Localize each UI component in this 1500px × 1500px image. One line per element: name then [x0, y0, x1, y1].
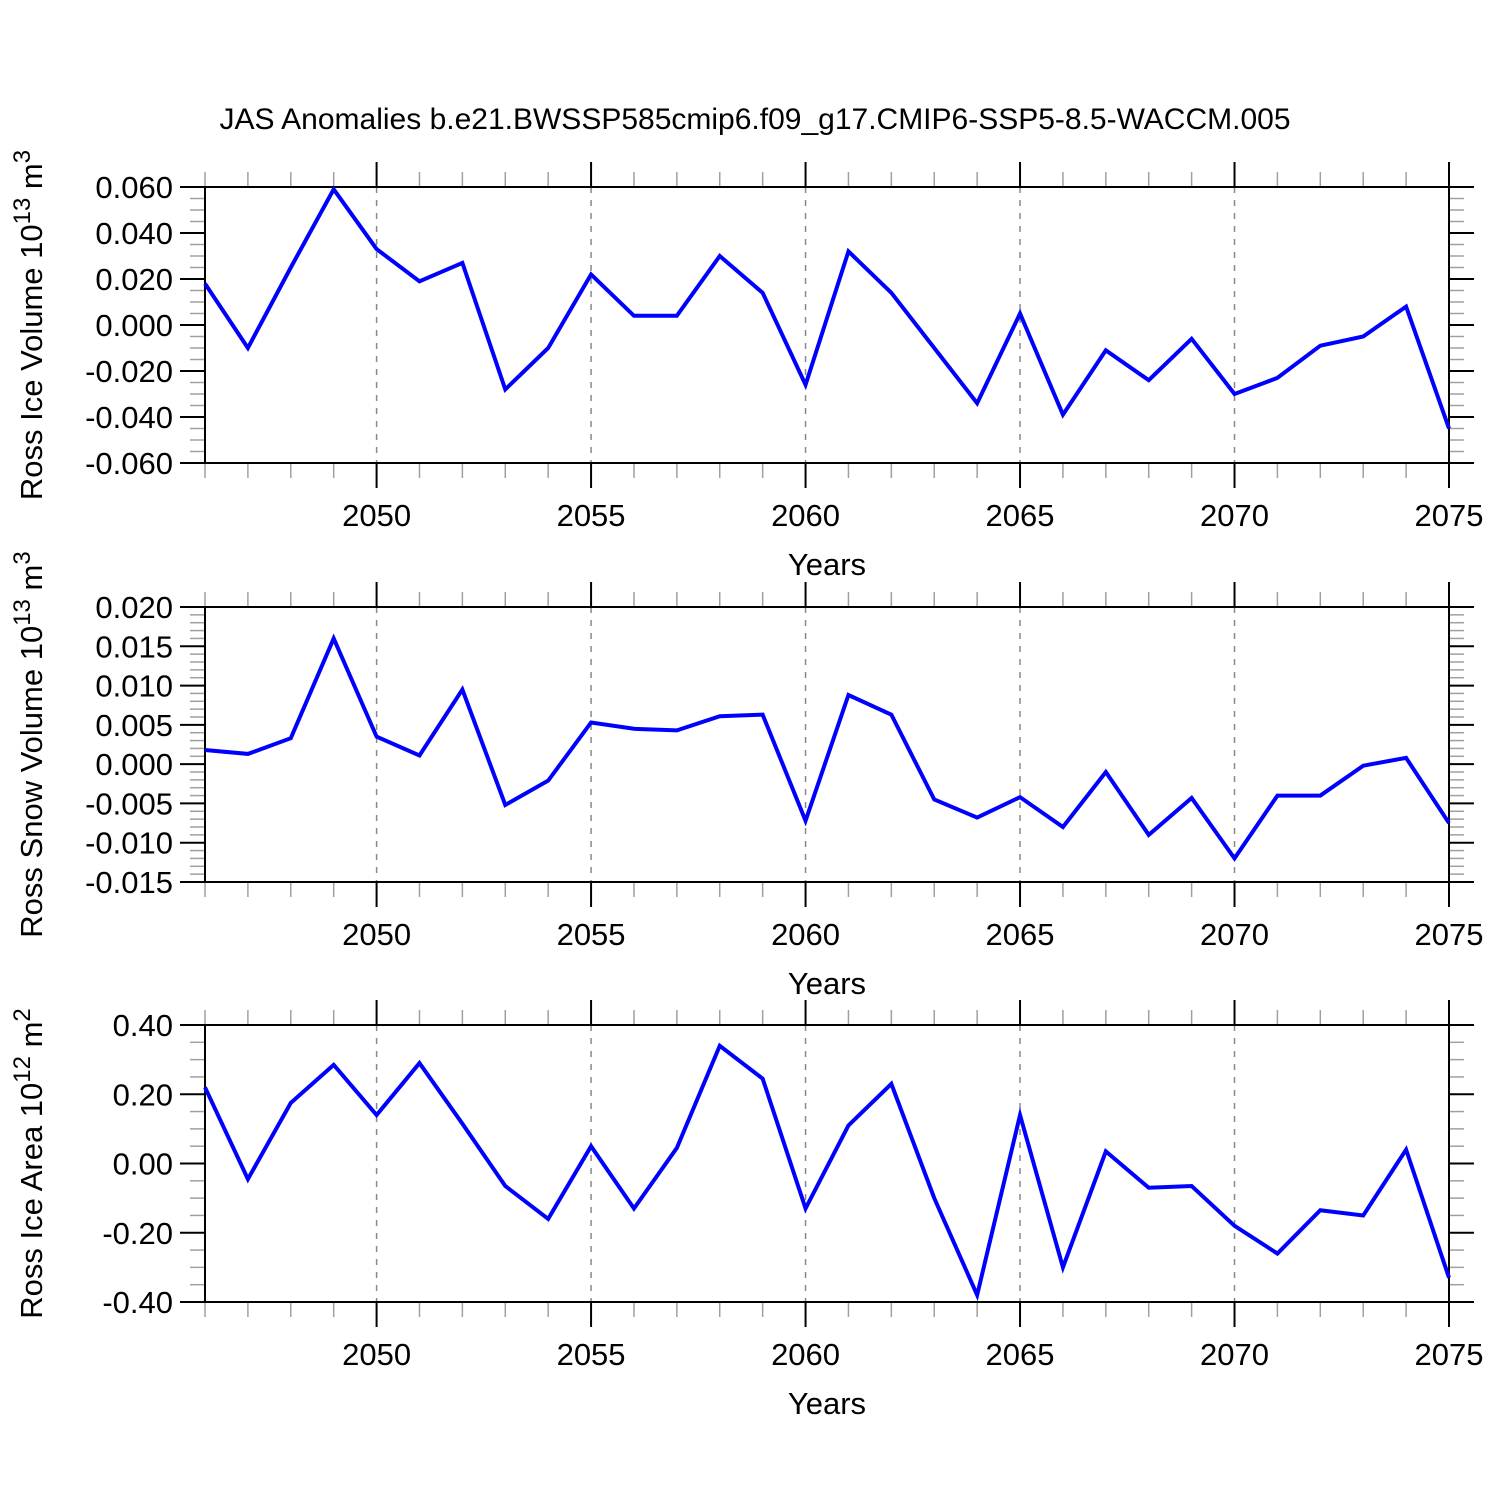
x-tick-label: 2050 — [342, 498, 411, 533]
y-tick-label: -0.005 — [85, 786, 173, 821]
x-tick-label: 2075 — [1415, 498, 1484, 533]
x-tick-label: 2060 — [771, 1337, 840, 1372]
panel-ross-ice-area: 0.40 0.20 0.00 -0.20 -0.40 2050 2055 2060 2065 20… — [9, 1000, 1483, 1421]
y-tick-label: 0.020 — [95, 590, 173, 625]
y-tick-label: -0.010 — [85, 826, 173, 861]
x-tick-label: 2055 — [557, 498, 626, 533]
chart-title: JAS Anomalies b.e21.BWSSP585cmip6.f09_g1… — [219, 103, 1290, 136]
x-axis-title: Years — [788, 547, 866, 582]
y-tick-label: -0.060 — [85, 446, 173, 481]
ross-ice-area-series-line — [203, 1042, 1451, 1302]
x-tick-label: 2075 — [1415, 1337, 1484, 1372]
panels-group: 0.060 0.040 0.020 0.000 -0.020 -0.040 -0.060 20… — [9, 150, 1483, 1421]
y-tick-label: 0.00 — [113, 1147, 173, 1182]
x-tick-label: 2060 — [771, 917, 840, 952]
y-axis-title: Ross Ice Volume 1013 m3 — [9, 150, 49, 500]
y-tick-label: 0.015 — [95, 629, 173, 664]
y-tick-label: -0.020 — [85, 354, 173, 389]
y-tick-label: 0.000 — [95, 308, 173, 343]
x-tick-label: 2065 — [986, 1337, 1055, 1372]
x-tick-label: 2050 — [342, 917, 411, 952]
x-axis-title: Years — [788, 1386, 866, 1421]
y-tick-label: 0.005 — [95, 708, 173, 743]
plot-frame — [204, 1024, 1450, 1303]
y-tick-label: -0.015 — [85, 865, 173, 900]
x-tick-label: 2050 — [342, 1337, 411, 1372]
y-tick-label: 0.020 — [95, 262, 173, 297]
x-tick-label: 2055 — [557, 917, 626, 952]
y-tick-label: 0.010 — [95, 669, 173, 704]
x-tick-label: 2065 — [986, 498, 1055, 533]
y-tick-label: 0.060 — [95, 170, 173, 205]
plot-frame — [204, 606, 1450, 883]
y-tick-label: -0.20 — [102, 1216, 173, 1251]
x-tick-label: 2070 — [1200, 1337, 1269, 1372]
y-tick-label: -0.040 — [85, 400, 173, 435]
plot-frame — [204, 186, 1450, 464]
x-tick-label: 2070 — [1200, 917, 1269, 952]
x-tick-label: 2060 — [771, 498, 840, 533]
ross-snow-volume-series-line — [204, 633, 1451, 862]
y-tick-label: 0.40 — [113, 1008, 173, 1043]
x-tick-label: 2075 — [1415, 917, 1484, 952]
y-tick-label: 0.20 — [113, 1077, 173, 1112]
y-tick-label: -0.40 — [102, 1285, 173, 1320]
y-tick-label: 0.000 — [95, 747, 173, 782]
x-tick-label: 2070 — [1200, 498, 1269, 533]
y-tick-label: 0.040 — [95, 216, 173, 251]
ross-ice-volume-series-line — [203, 185, 1451, 430]
x-tick-label: 2065 — [986, 917, 1055, 952]
x-tick-label: 2055 — [557, 1337, 626, 1372]
y-axis-title: Ross Snow Volume 1013 m3 — [9, 551, 49, 937]
y-axis-title: Ross Ice Area 1012 m2 — [9, 1008, 49, 1319]
x-axis-title: Years — [788, 966, 866, 1001]
panel-ross-ice-volume: 0.060 0.040 0.020 0.000 -0.020 -0.040 -0.060 20… — [9, 150, 1483, 582]
panel-ross-snow-volume: 0.020 0.015 0.010 0.005 0.000 -0.005 -0.010 -0.… — [9, 551, 1483, 1001]
